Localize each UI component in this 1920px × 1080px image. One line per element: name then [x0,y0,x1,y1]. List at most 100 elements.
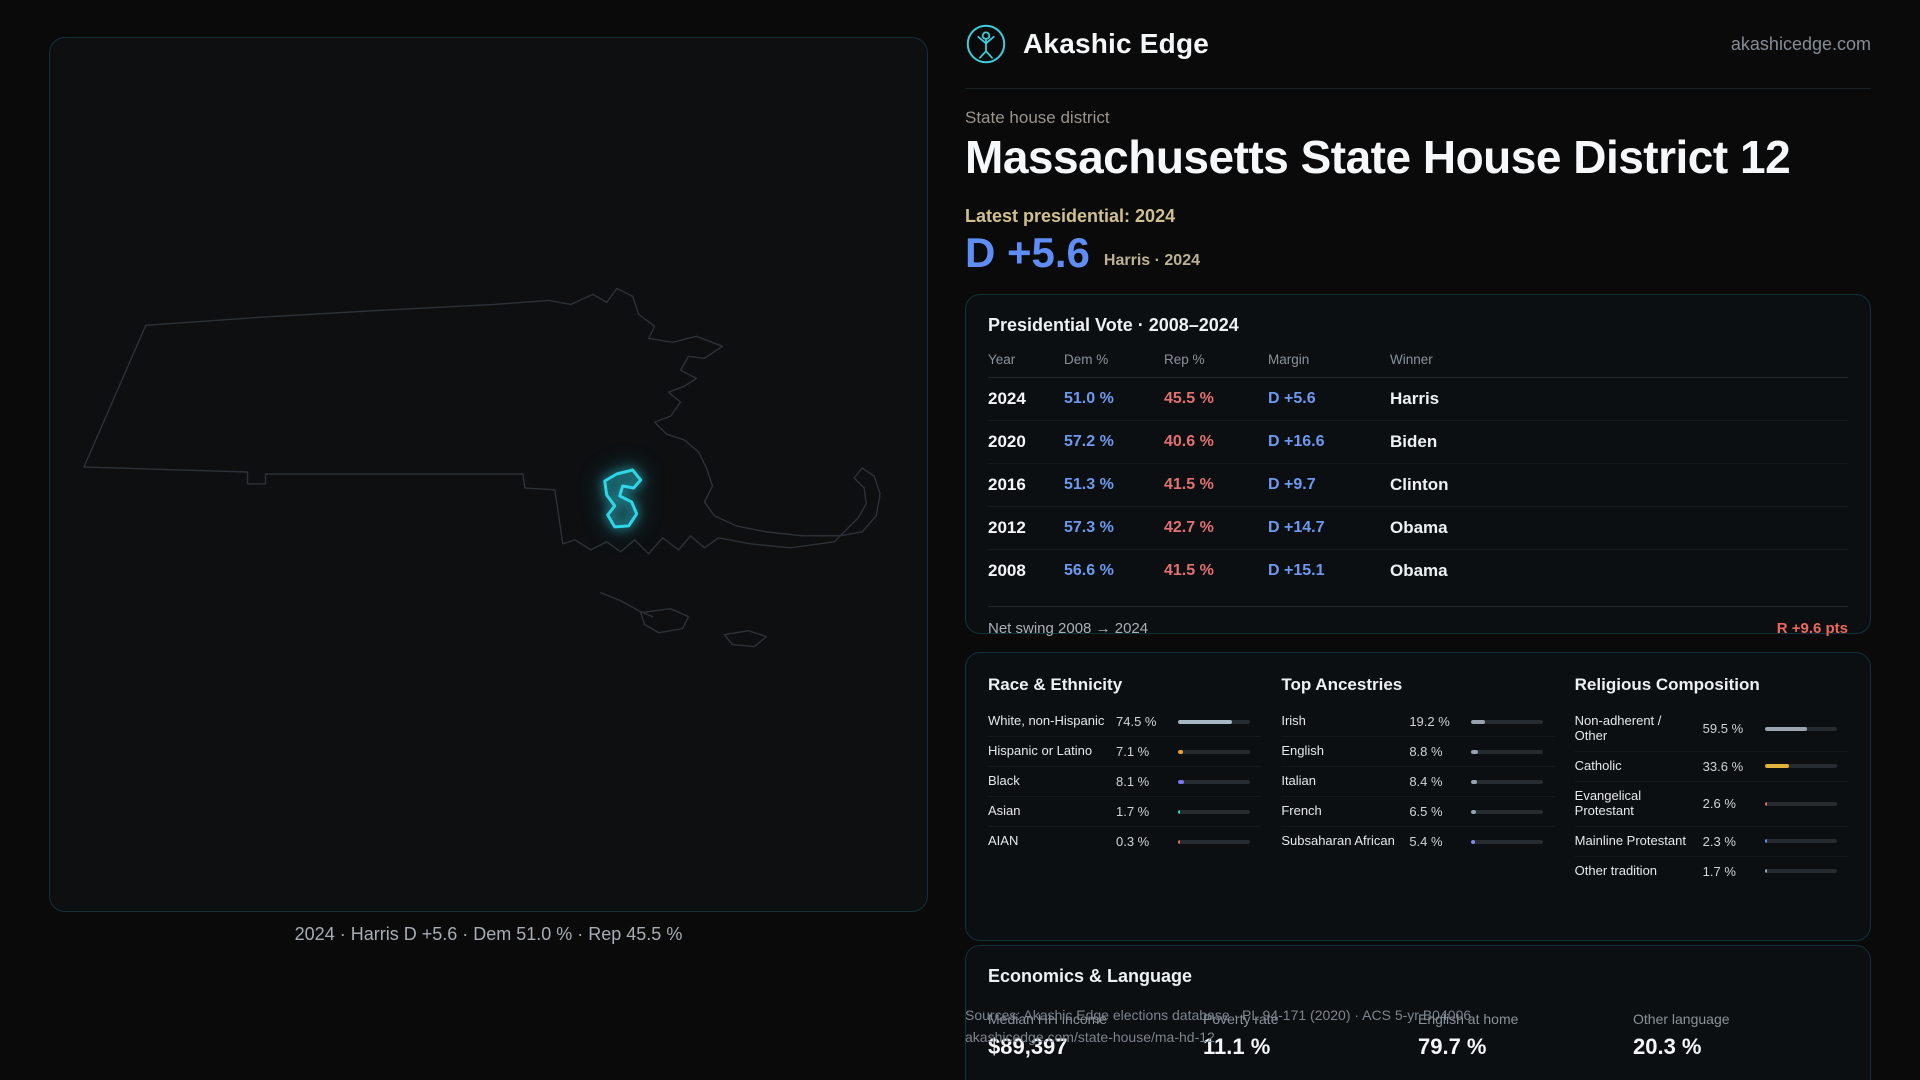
presidential-table-header: Year Dem % Rep % Margin Winner [988,352,1848,378]
year-cell: 2008 [988,561,1026,580]
demo-bar-fill [1178,749,1184,754]
demo-value: 19.2 % [1409,714,1450,729]
stat-median-income: Median HH income $89,397 [988,1011,1203,1060]
brand-name: Akashic Edge [1023,28,1210,59]
demo-bar [1178,749,1250,754]
rep-cell: 40.6 % [1164,433,1214,450]
demo-bar-fill [1471,839,1476,844]
economics-language-card: Economics & Language Median HH income $8… [965,945,1871,1080]
table-row: 2016 51.3 % 41.5 % D +9.7 Clinton [988,464,1848,507]
headline-margin-value: D +5.6 [965,229,1090,276]
list-item: White, non-Hispanic 74.5 % [988,707,1262,737]
demo-bar [1178,779,1250,784]
demo-label: Catholic [1574,757,1622,773]
net-swing-label: Net swing 2008 → 2024 [988,620,1149,637]
demo-value: 1.7 % [1702,863,1736,879]
stat-value: 79.7 % [1418,1034,1487,1059]
margin-cell: D +5.6 [1268,390,1316,407]
demo-label: White, non-Hispanic [988,713,1105,729]
marthas-vineyard-path [639,607,690,634]
district-type-kicker: State house district [965,108,1110,127]
page-title: Massachusetts State House District 12 [965,131,1791,183]
demo-bar-fill [1471,749,1478,754]
economics-stats: Median HH income $89,397 Poverty rate 11… [988,1011,1848,1060]
demo-label: Black [988,773,1020,789]
list-item: Hispanic or Latino 7.1 % [988,737,1262,767]
winner-cell: Clinton [1390,475,1449,494]
religious-composition-title: Religious Composition [1574,675,1760,694]
demo-value: 5.4 % [1409,834,1443,849]
demo-label: AIAN [988,833,1019,849]
nantucket-path [723,629,768,648]
rep-cell: 42.7 % [1164,519,1214,536]
table-row: 2020 57.2 % 40.6 % D +16.6 Biden [988,421,1848,464]
massachusetts-map [83,287,881,648]
demo-label: Non-adherent / Other [1574,713,1662,743]
list-item: Evangelical Protestant 2.6 % [1574,782,1848,827]
demo-value: 8.1 % [1116,774,1150,789]
winner-cell: Obama [1390,518,1448,537]
list-item: Other tradition 1.7 % [1575,857,1848,886]
winner-cell: Obama [1390,561,1448,580]
site-header: Akashic Edge akashicedge.com [965,0,1871,89]
stat-label: Median HH income [988,1011,1108,1027]
demo-bar-fill [1471,779,1478,784]
demo-bar-fill [1178,779,1184,784]
net-swing-value: R +9.6 pts [1776,620,1848,637]
stat-value: 11.1 % [1203,1034,1271,1059]
demo-bar [1764,764,1837,769]
list-item: AIAN 0.3 % [988,827,1261,856]
list-item: Black 8.1 % [988,767,1262,797]
demo-value: 6.5 % [1409,804,1443,819]
list-item: Subsaharan African 5.4 % [1281,827,1554,856]
demo-value: 8.4 % [1409,774,1443,789]
demo-label: Hispanic or Latino [988,743,1093,759]
demo-bar-fill [1764,726,1808,731]
highlighted-district-path [603,468,643,529]
col-dem: Dem % [1064,352,1109,367]
demo-value: 33.6 % [1702,758,1744,774]
stat-label: Poverty rate [1203,1011,1279,1027]
table-row: 2024 51.0 % 45.5 % D +5.6 Harris [988,378,1848,421]
demo-bar-fill [1471,809,1476,814]
rep-cell: 45.5 % [1164,390,1214,407]
demo-bar [1764,869,1837,874]
demo-label: Mainline Protestant [1574,832,1686,848]
demo-value: 7.1 % [1116,744,1150,759]
site-domain-link[interactable]: akashicedge.com [1730,33,1871,54]
demo-bar [1764,801,1837,806]
demo-bar-fill [1764,801,1767,806]
stat-value: 20.3 % [1633,1034,1702,1059]
margin-cell: D +15.1 [1268,562,1325,579]
top-ancestries-title: Top Ancestries [1281,675,1403,694]
list-item: Non-adherent / Other 59.5 % [1574,707,1848,752]
list-item: English 8.8 % [1281,737,1555,767]
headline-margin-context: Harris · 2024 [1103,252,1200,269]
net-swing-row: Net swing 2008 → 2024 R +9.6 pts [988,606,1848,637]
year-cell: 2020 [988,432,1026,451]
demo-bar [1471,809,1544,814]
demo-bar-fill [1178,839,1180,844]
stat-poverty-rate: Poverty rate 11.1 % [1203,1011,1418,1060]
list-item: Italian 8.4 % [1281,767,1555,797]
demo-label: Asian [988,803,1021,819]
demo-bar [1764,839,1837,844]
brand-group[interactable]: Akashic Edge [965,23,1209,65]
demo-value: 1.7 % [1116,804,1150,819]
year-cell: 2024 [988,389,1026,408]
col-rep: Rep % [1164,352,1205,367]
demo-bar-fill [1178,719,1232,724]
elizabeth-islands-path [600,592,654,618]
demo-value: 2.3 % [1702,833,1736,849]
demo-bar-fill [1764,869,1767,874]
demo-bar [1764,726,1837,731]
akashic-edge-logo-icon [966,24,1006,64]
demo-bar [1471,719,1544,724]
demo-label: Italian [1281,773,1317,789]
list-item: Catholic 33.6 % [1574,752,1848,782]
presidential-vote-card: Presidential Vote · 2008–2024 Year Dem %… [965,294,1871,637]
col-winner: Winner [1390,352,1433,367]
demo-bar [1178,719,1250,724]
winner-cell: Biden [1390,432,1438,451]
